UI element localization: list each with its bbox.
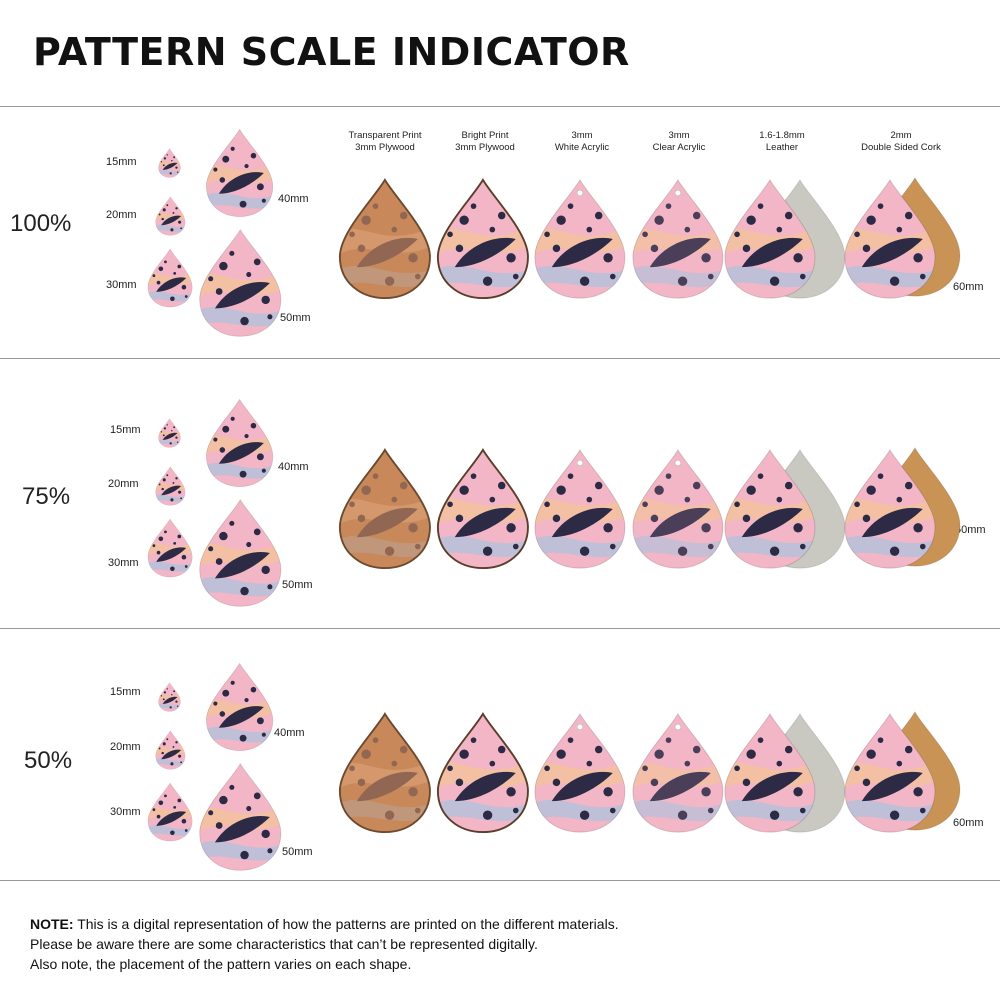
material-leather-teardrop	[724, 178, 816, 299]
divider-2	[0, 628, 1000, 629]
size-label-15mm: 15mm	[106, 156, 137, 168]
note-label: NOTE:	[30, 916, 74, 932]
size-label-15mm: 15mm	[110, 424, 141, 436]
material-header-transparent-plywood: Transparent Print 3mm Plywood	[348, 130, 422, 153]
swatch-50mm-teardrop	[198, 498, 282, 607]
material-bright-plywood-teardrop	[437, 178, 529, 300]
swatch-40mm-teardrop	[206, 662, 274, 751]
divider-top	[0, 106, 1000, 107]
size-label-50mm: 50mm	[282, 579, 313, 591]
scale-label-100: 100%	[10, 210, 72, 237]
material-header-cork: 2mm Double Sided Cork	[861, 130, 941, 153]
note-line-1: This is a digital representation of how …	[73, 916, 619, 932]
size-label-50mm: 50mm	[280, 312, 311, 324]
material-transparent-plywood-teardrop	[339, 178, 431, 300]
note-line-2: Please be aware there are some character…	[30, 936, 538, 952]
material-bright-plywood-teardrop	[437, 448, 529, 570]
size-label-50mm: 50mm	[282, 846, 313, 858]
note-line-3: Also note, the placement of the pattern …	[30, 956, 412, 972]
page-title: PATTERN SCALE INDICATOR	[33, 30, 630, 74]
material-cork-teardrop	[844, 448, 936, 569]
material-header-leather: 1.6-1.8mm Leather	[759, 130, 805, 153]
size-label-20mm: 20mm	[106, 209, 137, 221]
size-label-30mm: 30mm	[108, 557, 139, 569]
material-clear-acrylic-teardrop	[632, 178, 724, 299]
size-label-20mm: 20mm	[108, 478, 139, 490]
divider-bottom	[0, 880, 1000, 881]
size-label-30mm: 30mm	[110, 806, 141, 818]
scale-label-75: 75%	[22, 483, 71, 510]
material-header-bright-plywood: Bright Print 3mm Plywood	[455, 130, 515, 153]
swatch-50mm-teardrop	[198, 228, 282, 337]
swatch-30mm-teardrop	[147, 518, 193, 578]
size-label-60mm: 60mm	[955, 524, 986, 536]
material-leather-teardrop	[724, 712, 816, 833]
material-cork-teardrop	[844, 712, 936, 833]
swatch-20mm-teardrop	[155, 466, 185, 506]
size-label-60mm: 60mm	[953, 817, 984, 829]
material-transparent-plywood-teardrop	[339, 712, 431, 834]
swatch-20mm-teardrop	[155, 196, 185, 236]
size-label-40mm: 40mm	[278, 461, 309, 473]
swatch-50mm-teardrop	[198, 762, 282, 871]
swatch-20mm-teardrop	[155, 730, 185, 770]
material-white-acrylic-teardrop	[534, 448, 626, 569]
material-transparent-plywood-teardrop	[339, 448, 431, 570]
swatch-30mm-teardrop	[147, 248, 193, 308]
swatch-40mm-teardrop	[206, 128, 274, 217]
material-white-acrylic-teardrop	[534, 178, 626, 299]
material-header-white-acrylic: 3mm White Acrylic	[554, 130, 610, 153]
scale-label-50: 50%	[24, 747, 73, 774]
swatch-40mm-teardrop	[206, 398, 274, 487]
material-header-clear-acrylic: 3mm Clear Acrylic	[652, 130, 706, 153]
swatch-15mm-teardrop	[158, 148, 182, 178]
note-text: NOTE: This is a digital representation o…	[30, 914, 619, 974]
swatch-30mm-teardrop	[147, 782, 193, 842]
size-label-60mm: 60mm	[953, 281, 984, 293]
swatch-15mm-teardrop	[158, 418, 182, 448]
divider-1	[0, 358, 1000, 359]
material-clear-acrylic-teardrop	[632, 712, 724, 833]
material-cork-teardrop	[844, 178, 936, 299]
material-bright-plywood-teardrop	[437, 712, 529, 834]
material-white-acrylic-teardrop	[534, 712, 626, 833]
material-clear-acrylic-teardrop	[632, 448, 724, 569]
swatch-15mm-teardrop	[158, 682, 182, 712]
size-label-40mm: 40mm	[278, 193, 309, 205]
size-label-15mm: 15mm	[110, 686, 141, 698]
size-label-20mm: 20mm	[110, 741, 141, 753]
size-label-40mm: 40mm	[274, 727, 305, 739]
size-label-30mm: 30mm	[106, 279, 137, 291]
material-leather-teardrop	[724, 448, 816, 569]
